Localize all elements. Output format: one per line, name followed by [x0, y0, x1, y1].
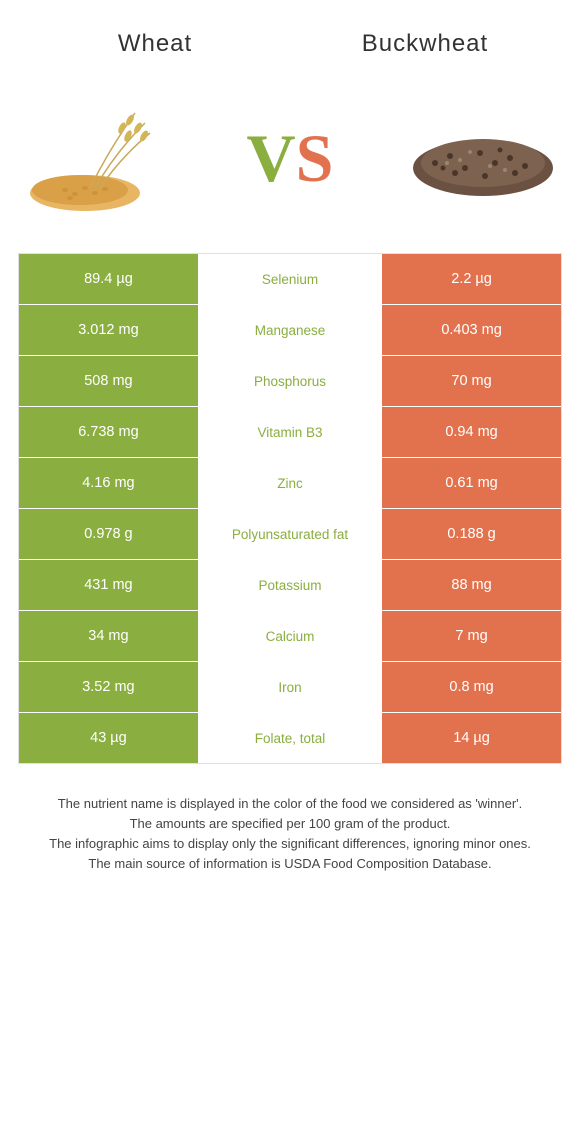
table-row: 43 µgFolate, total14 µg: [19, 713, 561, 763]
value-right: 0.188 g: [382, 509, 561, 559]
value-right: 70 mg: [382, 356, 561, 406]
table-row: 3.012 mgManganese0.403 mg: [19, 305, 561, 356]
vs-s: S: [296, 119, 334, 198]
value-left: 34 mg: [19, 611, 198, 661]
nutrient-name: Folate, total: [198, 713, 382, 763]
header: Wheat Buckwheat: [0, 20, 580, 83]
value-left: 3.012 mg: [19, 305, 198, 355]
wheat-image: [15, 93, 180, 223]
value-left: 6.738 mg: [19, 407, 198, 457]
value-right: 14 µg: [382, 713, 561, 763]
vs-v: V: [247, 119, 296, 198]
footer-line-4: The main source of information is USDA F…: [30, 854, 550, 874]
value-right: 0.61 mg: [382, 458, 561, 508]
table-row: 508 mgPhosphorus70 mg: [19, 356, 561, 407]
value-left: 89.4 µg: [19, 254, 198, 304]
table-row: 89.4 µgSelenium2.2 µg: [19, 254, 561, 305]
footer-line-2: The amounts are specified per 100 gram o…: [30, 814, 550, 834]
nutrient-name: Vitamin B3: [198, 407, 382, 457]
value-left: 0.978 g: [19, 509, 198, 559]
value-right: 0.8 mg: [382, 662, 561, 712]
value-left: 43 µg: [19, 713, 198, 763]
table-row: 34 mgCalcium7 mg: [19, 611, 561, 662]
value-right: 88 mg: [382, 560, 561, 610]
table-row: 6.738 mgVitamin B30.94 mg: [19, 407, 561, 458]
vs-label: VS: [247, 119, 334, 198]
nutrient-name: Potassium: [198, 560, 382, 610]
value-right: 2.2 µg: [382, 254, 561, 304]
table-row: 4.16 mgZinc0.61 mg: [19, 458, 561, 509]
value-left: 4.16 mg: [19, 458, 198, 508]
nutrient-name: Iron: [198, 662, 382, 712]
value-right: 0.94 mg: [382, 407, 561, 457]
title-right: Buckwheat: [290, 30, 560, 58]
infographic-container: Wheat Buckwheat: [0, 0, 580, 905]
nutrient-name: Phosphorus: [198, 356, 382, 406]
vs-row: VS: [0, 83, 580, 253]
nutrient-name: Calcium: [198, 611, 382, 661]
table-row: 3.52 mgIron0.8 mg: [19, 662, 561, 713]
nutrient-name: Selenium: [198, 254, 382, 304]
value-right: 0.403 mg: [382, 305, 561, 355]
title-left: Wheat: [20, 30, 290, 58]
footer-line-3: The infographic aims to display only the…: [30, 834, 550, 854]
value-left: 508 mg: [19, 356, 198, 406]
footer-line-1: The nutrient name is displayed in the co…: [30, 794, 550, 814]
value-left: 431 mg: [19, 560, 198, 610]
value-right: 7 mg: [382, 611, 561, 661]
nutrient-table: 89.4 µgSelenium2.2 µg3.012 mgManganese0.…: [18, 253, 562, 764]
table-row: 431 mgPotassium88 mg: [19, 560, 561, 611]
table-row: 0.978 gPolyunsaturated fat0.188 g: [19, 509, 561, 560]
nutrient-name: Polyunsaturated fat: [198, 509, 382, 559]
footer-notes: The nutrient name is displayed in the co…: [0, 764, 580, 885]
buckwheat-image: [400, 93, 565, 223]
nutrient-name: Manganese: [198, 305, 382, 355]
value-left: 3.52 mg: [19, 662, 198, 712]
nutrient-name: Zinc: [198, 458, 382, 508]
